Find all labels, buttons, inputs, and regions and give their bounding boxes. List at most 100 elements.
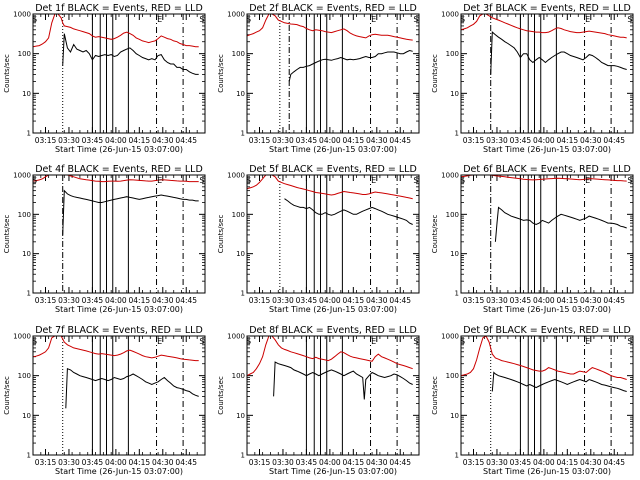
- y-tick-label: 10: [22, 90, 31, 98]
- y-axis-label: Counts/sec: [217, 215, 225, 254]
- x-tick-label: 04:00: [105, 296, 127, 305]
- chart-title: Det 7f BLACK = Events, RED = LLD: [35, 325, 203, 336]
- x-tick-label: 03:30: [486, 136, 508, 145]
- chart-panel-det-8: Det 8f BLACK = Events, RED = LLD Counts/s…: [217, 325, 420, 476]
- x-tick-label: 03:15: [35, 296, 57, 305]
- x-tick-label: 03:15: [463, 296, 485, 305]
- y-tick-label: 1000: [441, 172, 459, 180]
- chart-title: Det 8f BLACK = Events, RED = LLD: [249, 325, 417, 336]
- x-tick-label: 03:45: [82, 136, 104, 145]
- y-tick-label: 100: [232, 50, 245, 58]
- y-tick-label: 100: [446, 372, 459, 380]
- top-marker-label: E: [585, 15, 590, 24]
- x-tick-label: 04:00: [105, 458, 127, 467]
- x-tick-label: 04:45: [389, 458, 411, 467]
- y-tick-label: 100: [18, 372, 31, 380]
- x-tick-label: 04:15: [343, 296, 365, 305]
- top-marker-label: S: [199, 337, 204, 346]
- chart-panel-det-3: Det 3f BLACK = Events, RED = LLD Counts/s…: [431, 3, 634, 154]
- plot-frame: [32, 174, 206, 294]
- events-series-line: [273, 361, 413, 400]
- x-axis-label: Start Time (26-Jun-15 03:07:00): [269, 305, 397, 314]
- y-tick-label: 10: [450, 250, 459, 258]
- x-axis-label: Start Time (26-Jun-15 03:07:00): [55, 467, 183, 476]
- events-series-line: [490, 31, 627, 75]
- x-tick-label: 04:00: [319, 296, 341, 305]
- plot-area: [461, 175, 627, 293]
- top-marker-label: S: [32, 15, 37, 24]
- plot-frame: [246, 13, 420, 134]
- lld-series-line: [33, 14, 199, 48]
- top-marker-label: S: [413, 15, 418, 24]
- chart-title: Det 1f BLACK = Events, RED = LLD: [35, 3, 203, 14]
- lld-series-line: [247, 175, 413, 200]
- x-tick-label: 04:30: [152, 136, 174, 145]
- y-tick-label: 10: [22, 250, 31, 258]
- y-tick-label: 1: [455, 452, 459, 460]
- y-tick-label: 1: [455, 290, 459, 298]
- top-marker-label: E: [371, 15, 376, 24]
- chart-title: Det 5f BLACK = Events, RED = LLD: [249, 164, 417, 175]
- y-tick-label: 1: [27, 290, 31, 298]
- plot-frame: [246, 174, 420, 294]
- plot-area: [461, 14, 627, 133]
- x-tick-label: 04:00: [533, 136, 555, 145]
- y-tick-label: 10: [236, 250, 245, 258]
- x-tick-label: 03:15: [463, 458, 485, 467]
- events-series-line: [62, 33, 199, 75]
- y-tick-label: 1000: [227, 333, 245, 341]
- y-tick-label: 1: [27, 452, 31, 460]
- y-axis-label: Counts/sec: [431, 215, 439, 254]
- x-tick-label: 03:30: [58, 296, 80, 305]
- chart-title: Det 2f BLACK = Events, RED = LLD: [249, 3, 417, 14]
- lld-series-line: [247, 336, 413, 377]
- plot-frame: [460, 13, 634, 134]
- x-tick-label: 03:45: [296, 136, 318, 145]
- y-tick-label: 10: [236, 90, 245, 98]
- y-tick-label: 1000: [227, 11, 245, 19]
- x-tick-label: 04:45: [175, 136, 197, 145]
- x-tick-label: 03:45: [510, 296, 532, 305]
- x-axis-label: Start Time (26-Jun-15 03:07:00): [55, 305, 183, 314]
- chart-panel-det-9: Det 9f BLACK = Events, RED = LLD Counts/s…: [431, 325, 634, 476]
- x-axis-label: Start Time (26-Jun-15 03:07:00): [483, 145, 611, 154]
- x-tick-label: 03:15: [35, 458, 57, 467]
- y-tick-label: 10: [450, 412, 459, 420]
- y-tick-label: 1: [455, 130, 459, 138]
- x-tick-label: 04:00: [105, 136, 127, 145]
- chart-title: Det 4f BLACK = Events, RED = LLD: [35, 164, 203, 175]
- x-tick-label: 04:15: [557, 136, 579, 145]
- top-marker-label: S: [246, 176, 251, 185]
- top-marker-label: S: [413, 176, 418, 185]
- chart-panel-det-5: Det 5f BLACK = Events, RED = LLD Counts/s…: [217, 164, 420, 314]
- y-tick-label: 1000: [13, 11, 31, 19]
- x-tick-label: 04:45: [175, 458, 197, 467]
- plot-area: [33, 175, 199, 293]
- chart-panel-det-6: Det 6f BLACK = Events, RED = LLD Counts/s…: [431, 164, 634, 314]
- x-tick-label: 04:00: [533, 296, 555, 305]
- x-axis-label: Start Time (26-Jun-15 03:07:00): [483, 467, 611, 476]
- x-tick-label: 03:30: [272, 296, 294, 305]
- top-marker-label: E: [157, 15, 162, 24]
- top-marker-label: S: [460, 15, 465, 24]
- plot-area: [461, 336, 627, 455]
- top-marker-label: S: [460, 176, 465, 185]
- events-series-line: [491, 371, 627, 392]
- x-tick-label: 04:15: [129, 136, 151, 145]
- lld-series-line: [247, 14, 413, 41]
- y-axis-label: Counts/sec: [217, 54, 225, 93]
- plot-frame: [32, 335, 206, 456]
- x-tick-label: 04:45: [389, 296, 411, 305]
- x-tick-label: 04:30: [366, 136, 388, 145]
- y-tick-label: 100: [232, 372, 245, 380]
- y-tick-label: 1: [241, 290, 245, 298]
- x-tick-label: 04:30: [366, 458, 388, 467]
- events-series-line: [284, 198, 413, 225]
- top-marker-label: E: [371, 176, 376, 185]
- y-tick-label: 1000: [441, 333, 459, 341]
- x-tick-label: 03:30: [486, 296, 508, 305]
- x-axis-label: Start Time (26-Jun-15 03:07:00): [269, 145, 397, 154]
- y-axis-label: Counts/sec: [3, 215, 11, 254]
- top-marker-label: S: [199, 176, 204, 185]
- top-marker-label: S: [246, 337, 251, 346]
